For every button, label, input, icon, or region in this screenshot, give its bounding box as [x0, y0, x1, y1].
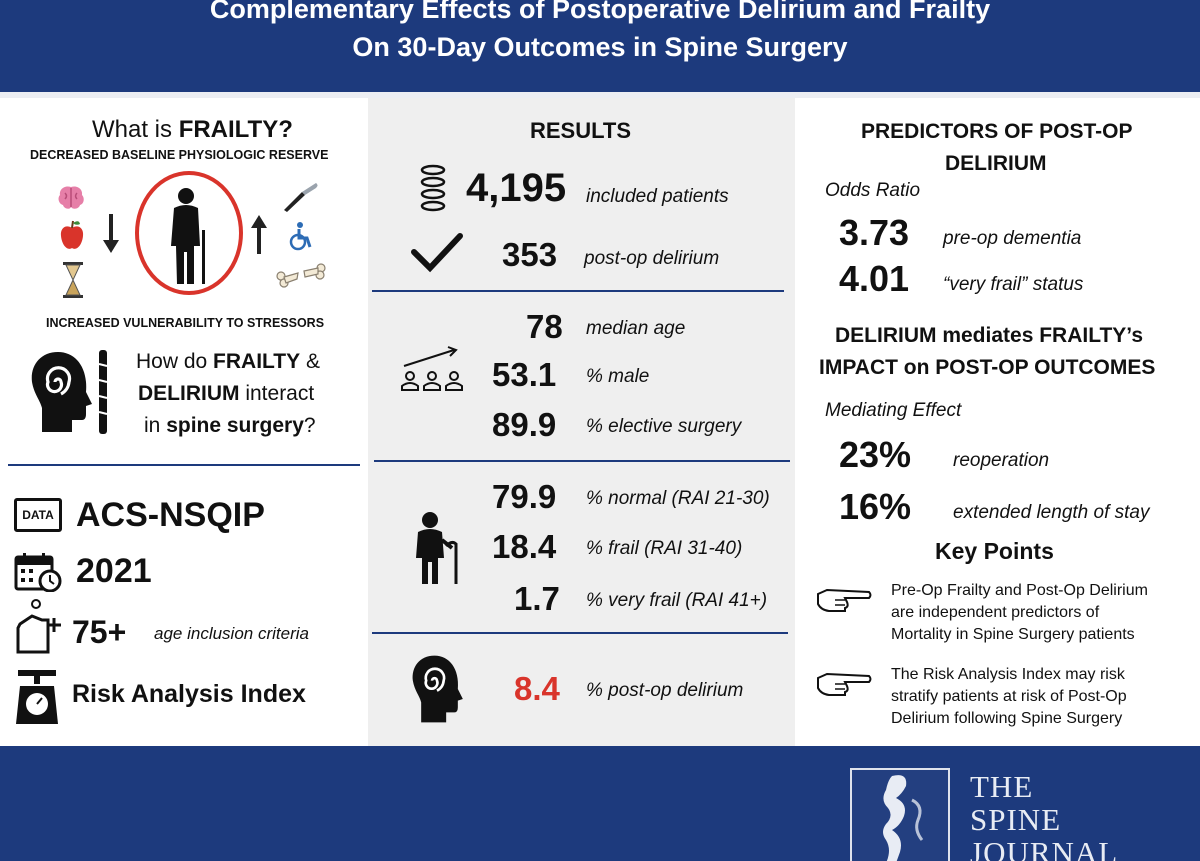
delirium-head-icon — [412, 655, 463, 723]
mediates-heading-1: DELIRIUM mediates FRAILTY’s — [835, 324, 1144, 347]
scale-icon — [16, 670, 58, 724]
veryfrail-label: % very frail (RAI 41+) — [586, 590, 768, 611]
elderly-cane-icon — [416, 512, 458, 584]
mediates-heading-2: IMPACT on POST-OP OUTCOMES — [819, 356, 1156, 379]
wheelchair-icon — [289, 222, 312, 251]
elder-age-icon — [16, 599, 61, 654]
risk-index-label: Risk Analysis Index — [72, 680, 306, 708]
journal-name-line-2: SPINE — [970, 802, 1062, 837]
apple-icon — [60, 220, 84, 249]
question-line-2: DELIRIUM interact — [138, 382, 315, 405]
population-icon — [401, 346, 463, 391]
predictors-heading-1: PREDICTORS OF POST-OP — [861, 120, 1133, 143]
results-panel: RESULTS 4,195 included patients 353 post… — [368, 98, 795, 746]
results-divider-2 — [374, 460, 790, 462]
key-point-1-line-3: Mortality in Spine Surgery patients — [891, 626, 1135, 643]
divider-band — [0, 92, 1200, 98]
key-point-1-line-2: are independent predictors of — [891, 604, 1100, 621]
key-point-1: Pre-Op Frailty and Post-Op Delirium are … — [891, 580, 1148, 646]
frailty-heading: What is FRAILTY? — [92, 116, 293, 144]
odds-ratio-label: Odds Ratio — [825, 180, 921, 201]
or-veryfrail-value: 4.01 — [839, 258, 910, 299]
length-of-stay-label: extended length of stay — [953, 502, 1150, 523]
head-spiral-icon — [31, 352, 92, 432]
or-dementia-label: pre-op dementia — [943, 228, 1082, 249]
elective-label: % elective surgery — [586, 416, 742, 437]
vertebrae-icon — [420, 164, 446, 212]
spine-icon — [98, 350, 108, 434]
hourglass-icon — [63, 262, 83, 298]
arrow-down-icon — [103, 214, 119, 253]
median-age-label: median age — [586, 318, 686, 339]
checkmark-icon — [411, 233, 463, 273]
veryfrail-value: 1.7 — [514, 580, 560, 617]
delirium-count-value: 353 — [502, 236, 558, 273]
journal-logo-icon — [850, 768, 950, 861]
key-points-heading: Key Points — [935, 538, 1054, 564]
key-point-2-line-1: The Risk Analysis Index may risk — [891, 666, 1125, 683]
vulnerability-label: INCREASED VULNERABILITY TO STRESSORS — [46, 316, 325, 330]
delirium-rate-label: % post-op delirium — [586, 680, 744, 701]
left-divider — [8, 464, 360, 466]
arrow-up-icon — [251, 215, 267, 254]
frailty-word: FRAILTY? — [178, 116, 293, 143]
frail-value: 18.4 — [492, 528, 557, 565]
outcomes-panel: PREDICTORS OF POST-OP DELIRIUM Odds Rati… — [795, 98, 1200, 746]
mediating-effect-label: Mediating Effect — [825, 400, 962, 421]
results-divider-1 — [372, 290, 784, 292]
broken-bone-icon — [276, 263, 326, 288]
male-label: % male — [586, 366, 650, 387]
frail-label: % frail (RAI 31-40) — [586, 538, 743, 559]
results-heading: RESULTS — [530, 118, 632, 143]
normal-label: % normal (RAI 21-30) — [586, 488, 770, 509]
or-dementia-value: 3.73 — [839, 212, 910, 253]
age-criteria-value: 75+ — [72, 614, 127, 650]
delirium-rate-value: 8.4 — [514, 670, 560, 707]
title-line-1: Complementary Effects of Postoperative D… — [209, 0, 991, 24]
reoperation-value: 23% — [839, 434, 912, 475]
study-year: 2021 — [76, 552, 152, 590]
normal-value: 79.9 — [492, 478, 557, 515]
journal-name-line-3: JOURNAL — [970, 835, 1119, 861]
footer-band — [0, 746, 1200, 861]
calendar-icon — [14, 553, 62, 592]
male-value: 53.1 — [492, 356, 557, 393]
scalpel-icon — [284, 183, 318, 212]
elderly-figure-icon — [135, 171, 243, 295]
brain-icon — [58, 186, 84, 209]
elective-value: 89.9 — [492, 406, 557, 443]
key-point-2: The Risk Analysis Index may risk stratif… — [891, 664, 1127, 730]
pointing-hand-icon — [817, 672, 872, 696]
question-line-1: How do FRAILTY & — [136, 350, 320, 373]
or-veryfrail-label: “very frail” status — [943, 274, 1084, 295]
key-point-1-line-1: Pre-Op Frailty and Post-Op Delirium — [891, 582, 1148, 599]
title-banner: Complementary Effects of Postoperative D… — [0, 0, 1200, 92]
delirium-count-label: post-op delirium — [584, 248, 720, 269]
key-point-2-line-3: Delirium following Spine Surgery — [891, 710, 1123, 727]
journal-name-line-1: THE — [970, 769, 1034, 804]
results-divider-3 — [372, 632, 788, 634]
title-line-2: On 30-Day Outcomes in Spine Surgery — [352, 32, 848, 62]
patients-label: included patients — [586, 186, 729, 207]
data-tag: DATA — [22, 508, 54, 522]
patients-value: 4,195 — [466, 166, 567, 210]
question-line-3: in spine surgery? — [144, 414, 316, 437]
what-is-text: What is — [92, 116, 179, 143]
database-name: ACS-NSQIP — [76, 496, 265, 534]
age-criteria-label: age inclusion criteria — [154, 624, 309, 643]
median-age-value: 78 — [526, 308, 563, 345]
frailty-panel: What is FRAILTY? DECREASED BASELINE PHYS… — [0, 98, 368, 746]
pointing-hand-icon — [817, 588, 872, 612]
data-folder-icon: DATA — [14, 498, 62, 532]
baseline-reserve-label: DECREASED BASELINE PHYSIOLOGIC RESERVE — [30, 148, 329, 162]
reoperation-label: reoperation — [953, 450, 1050, 471]
length-of-stay-value: 16% — [839, 486, 912, 527]
predictors-heading-2: DELIRIUM — [945, 152, 1047, 175]
key-point-2-line-2: stratify patients at risk of Post-Op — [891, 688, 1127, 705]
